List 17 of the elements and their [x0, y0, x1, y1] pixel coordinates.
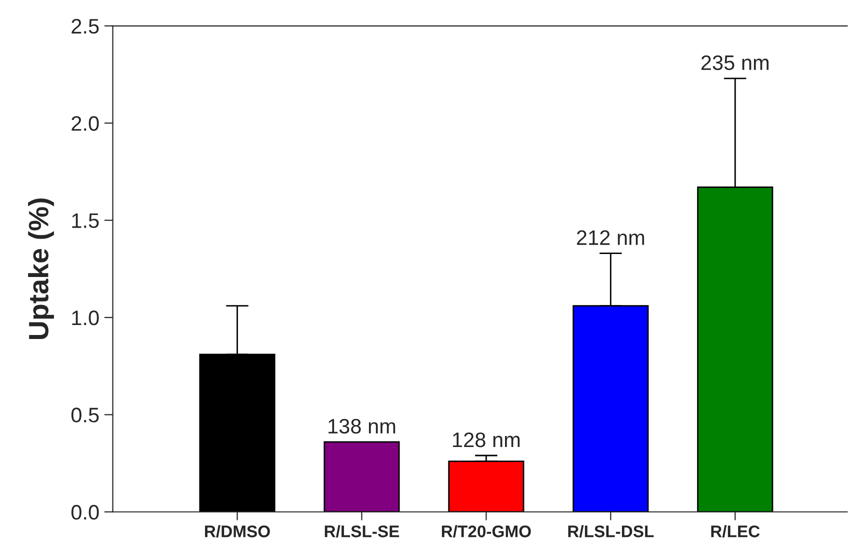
x-tick-label: R/LSL-SE	[324, 525, 400, 538]
annotation: 235 nm	[701, 55, 769, 70]
y-tick-label: 0.5	[71, 408, 99, 422]
annotation: 212 nm	[576, 230, 644, 245]
x-tick-label: R/T20-GMO	[442, 525, 531, 538]
y-tick-label: 1.5	[72, 214, 99, 228]
y-tick-label: 2.0	[72, 116, 99, 131]
y-tick-label: 0.0	[71, 504, 99, 520]
bar	[324, 441, 400, 512]
x-tick-label: R/LSL-DSL	[568, 525, 654, 538]
x-tick-label: R/DMSO	[205, 525, 270, 538]
y-tick-label: 1.0	[72, 310, 99, 326]
annotation: 138 nm	[328, 418, 396, 434]
annotation: 128 nm	[453, 432, 520, 448]
x-tick-label: R/LEC	[711, 525, 760, 538]
y-axis-title: Uptake (%)	[28, 198, 54, 339]
y-tick-label: 2.5	[72, 18, 99, 34]
